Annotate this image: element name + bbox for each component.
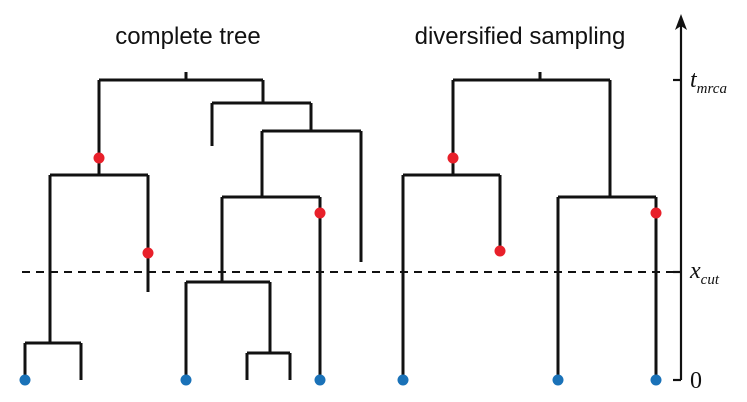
red-node	[650, 207, 662, 219]
complete-tree-branches	[23, 72, 363, 380]
red-node	[314, 207, 326, 219]
label-x-cut: xcut	[689, 258, 720, 288]
complete-tree	[19, 72, 363, 386]
blue-tip	[314, 374, 326, 386]
label-zero: 0	[690, 368, 702, 394]
red-node	[142, 247, 154, 259]
blue-tip	[552, 374, 564, 386]
red-node	[93, 152, 105, 164]
blue-tip	[650, 374, 662, 386]
blue-tip	[19, 374, 31, 386]
blue-tip	[397, 374, 409, 386]
red-node	[494, 245, 506, 257]
title-complete-tree: complete tree	[115, 23, 260, 50]
diversified-sampling-tree	[397, 72, 662, 386]
diversified-tree-branches	[401, 72, 658, 380]
red-node	[447, 152, 459, 164]
axis-arrow-icon	[675, 14, 687, 30]
label-t-mrca: tmrca	[690, 67, 727, 97]
blue-tip	[180, 374, 192, 386]
time-axis: tmrca xcut 0	[673, 14, 727, 394]
title-diversified-sampling: diversified sampling	[415, 23, 626, 50]
